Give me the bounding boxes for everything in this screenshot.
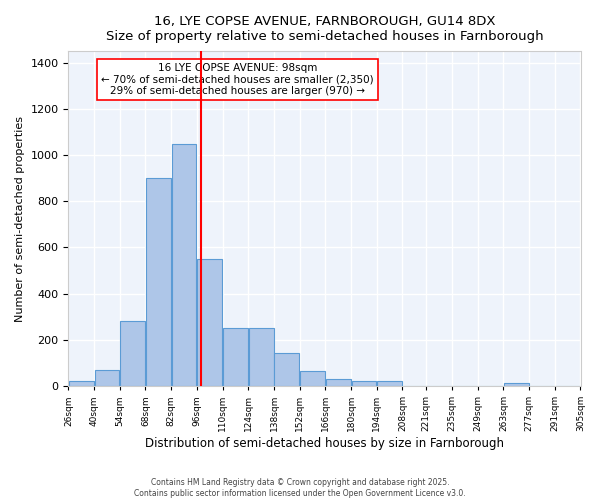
Bar xyxy=(326,379,350,386)
Text: Contains HM Land Registry data © Crown copyright and database right 2025.
Contai: Contains HM Land Registry data © Crown c… xyxy=(134,478,466,498)
Title: 16, LYE COPSE AVENUE, FARNBOROUGH, GU14 8DX
Size of property relative to semi-de: 16, LYE COPSE AVENUE, FARNBOROUGH, GU14 … xyxy=(106,15,543,43)
X-axis label: Distribution of semi-detached houses by size in Farnborough: Distribution of semi-detached houses by … xyxy=(145,437,504,450)
Bar xyxy=(274,352,299,386)
Bar xyxy=(95,370,119,386)
Bar xyxy=(352,382,376,386)
Bar xyxy=(300,371,325,386)
Bar xyxy=(69,382,94,386)
Y-axis label: Number of semi-detached properties: Number of semi-detached properties xyxy=(15,116,25,322)
Bar xyxy=(120,322,145,386)
Bar xyxy=(172,144,196,386)
Bar xyxy=(197,259,222,386)
Bar xyxy=(223,328,248,386)
Bar xyxy=(146,178,171,386)
Bar xyxy=(377,382,402,386)
Bar xyxy=(249,328,274,386)
Text: 16 LYE COPSE AVENUE: 98sqm
← 70% of semi-detached houses are smaller (2,350)
29%: 16 LYE COPSE AVENUE: 98sqm ← 70% of semi… xyxy=(101,63,374,96)
Bar xyxy=(504,382,529,386)
